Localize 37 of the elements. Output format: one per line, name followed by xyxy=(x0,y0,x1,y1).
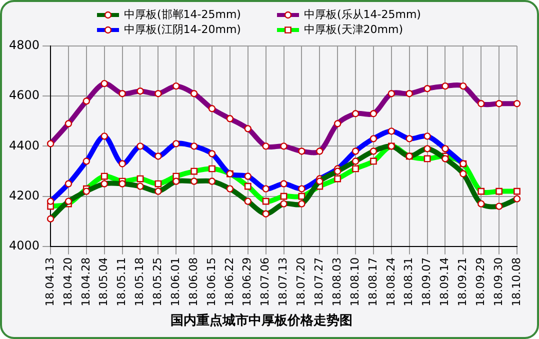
legend-label: 中厚板(江阴14-20mm) xyxy=(124,22,241,36)
y-tick-label: 4400 xyxy=(8,138,40,152)
x-tick-label: 18.08.03 xyxy=(330,257,344,306)
x-tick-label: 18.06.01 xyxy=(168,257,182,306)
x-tick-label: 18.09.29 xyxy=(474,257,487,306)
x-tick-label: 18.05.18 xyxy=(133,257,146,306)
x-tick-label: 18.07.27 xyxy=(312,257,326,306)
x-tick-label: 18.08.24 xyxy=(384,257,398,306)
x-tick-label: 18.09.30 xyxy=(492,257,505,306)
x-tick-label: 18.09.14 xyxy=(438,257,452,306)
x-tick-label: 18.08.31 xyxy=(402,257,416,306)
legend-label: 中厚板(天津20mm) xyxy=(304,22,404,36)
x-tick-label: 18.08.10 xyxy=(348,257,362,306)
x-tick-label: 18.07.13 xyxy=(276,257,290,306)
x-tick-label: 18.04.13 xyxy=(43,257,56,306)
x-tick-label: 18.07.20 xyxy=(294,257,308,306)
x-tick-label: 18.04.20 xyxy=(61,257,74,306)
legend-label: 中厚板(邯郸14-25mm) xyxy=(124,8,241,21)
y-tick-label: 4200 xyxy=(8,188,40,202)
x-tick-label: 18.05.04 xyxy=(97,257,110,306)
x-tick-label: 18.09.07 xyxy=(420,257,434,306)
x-tick-label: 18.09.21 xyxy=(456,257,470,306)
x-tick-label: 18.06.08 xyxy=(186,257,200,306)
x-tick-label: 18.06.29 xyxy=(240,257,254,306)
x-tick-label: 18.05.11 xyxy=(115,257,128,306)
y-tick-label: 4800 xyxy=(8,38,40,52)
x-tick-label: 18.10.08 xyxy=(510,257,523,306)
y-tick-label: 4600 xyxy=(8,88,40,102)
x-tick-label: 18.06.22 xyxy=(222,257,236,306)
y-tick-label: 4000 xyxy=(8,238,40,253)
x-tick-label: 18.06.15 xyxy=(204,257,218,306)
x-tick-label: 18.08.17 xyxy=(366,257,380,306)
legend-label: 中厚板(乐从14-25mm) xyxy=(304,8,421,21)
x-tick-label: 18.04.28 xyxy=(79,257,92,306)
x-tick-label: 18.07.06 xyxy=(258,257,272,306)
x-tick-label: 18.05.25 xyxy=(151,257,164,306)
text: 国内重点城市中厚板价格走势图 xyxy=(170,312,352,329)
